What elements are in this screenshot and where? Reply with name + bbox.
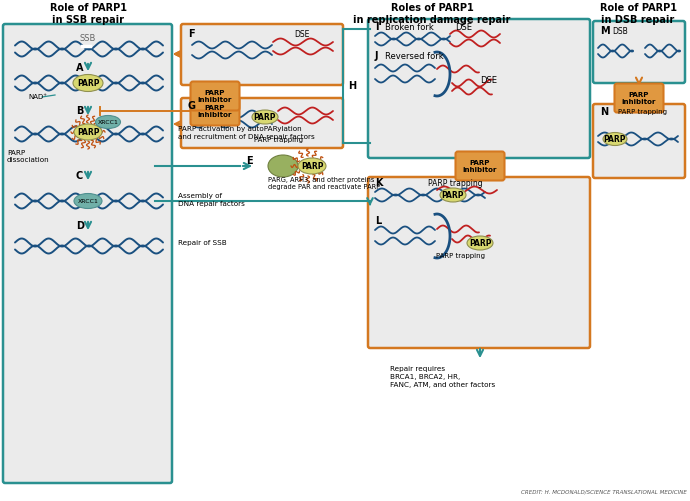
Text: PARP: PARP: [301, 161, 323, 170]
FancyBboxPatch shape: [181, 24, 343, 85]
Text: PARP: PARP: [442, 190, 464, 199]
FancyBboxPatch shape: [181, 98, 343, 148]
Text: Repair requires: Repair requires: [390, 366, 445, 372]
Text: PARP: PARP: [77, 79, 99, 88]
Text: A: A: [76, 63, 83, 73]
Ellipse shape: [440, 188, 466, 202]
FancyBboxPatch shape: [615, 84, 664, 113]
Text: F: F: [188, 29, 195, 39]
Text: D: D: [76, 221, 84, 231]
Text: inhibitor: inhibitor: [198, 112, 233, 118]
Text: XRCC1: XRCC1: [97, 120, 119, 125]
Text: PARP activation by autoPARylation: PARP activation by autoPARylation: [178, 126, 302, 132]
Ellipse shape: [298, 158, 326, 174]
Ellipse shape: [73, 75, 103, 92]
Text: SSB: SSB: [80, 34, 96, 43]
Text: I: I: [375, 22, 379, 32]
Text: PARP trapping: PARP trapping: [618, 109, 667, 115]
Ellipse shape: [252, 110, 278, 124]
Text: PARP: PARP: [469, 238, 491, 247]
Text: FANC, ATM, and other factors: FANC, ATM, and other factors: [390, 382, 495, 388]
FancyBboxPatch shape: [368, 177, 590, 348]
Text: B: B: [76, 106, 83, 116]
Text: H: H: [348, 81, 356, 91]
Text: G: G: [188, 101, 196, 111]
Text: Broken fork: Broken fork: [385, 23, 434, 32]
Text: PARG, ARH3, and other proteins: PARG, ARH3, and other proteins: [268, 177, 375, 183]
Text: PARP: PARP: [7, 150, 26, 156]
Text: PARP trapping: PARP trapping: [428, 178, 482, 187]
Ellipse shape: [74, 124, 102, 140]
Text: PARP: PARP: [254, 113, 276, 122]
Text: inhibitor: inhibitor: [622, 99, 656, 105]
Ellipse shape: [603, 132, 627, 145]
Text: Assembly of: Assembly of: [178, 193, 222, 199]
Text: NAD⁺: NAD⁺: [28, 94, 47, 100]
Text: dissociation: dissociation: [7, 157, 50, 163]
Text: degrade PAR and reactivate PARP: degrade PAR and reactivate PARP: [268, 184, 380, 190]
Text: CREDIT: H. MCDONALD/SCIENCE TRANSLATIONAL MEDICINE: CREDIT: H. MCDONALD/SCIENCE TRANSLATIONA…: [521, 490, 687, 495]
Text: PARP: PARP: [470, 159, 490, 165]
Text: PARP: PARP: [205, 105, 225, 111]
FancyBboxPatch shape: [593, 21, 685, 83]
Text: DSE: DSE: [295, 30, 310, 39]
Ellipse shape: [74, 193, 102, 208]
Text: PARP: PARP: [604, 134, 627, 143]
Text: inhibitor: inhibitor: [463, 166, 497, 172]
Text: Reversed fork: Reversed fork: [385, 52, 444, 61]
Text: PARP trapping: PARP trapping: [253, 137, 302, 143]
Text: XRCC1: XRCC1: [77, 198, 99, 203]
Text: Role of PARP1
in SSB repair: Role of PARP1 in SSB repair: [50, 3, 126, 26]
Ellipse shape: [95, 116, 121, 128]
Text: N: N: [600, 107, 608, 117]
FancyBboxPatch shape: [190, 82, 239, 111]
Text: J: J: [375, 51, 379, 61]
Text: Roles of PARP1
in replication damage repair: Roles of PARP1 in replication damage rep…: [353, 3, 511, 26]
Text: and recruitment of DNA repair factors: and recruitment of DNA repair factors: [178, 134, 315, 140]
Text: PARP: PARP: [77, 127, 99, 136]
Ellipse shape: [467, 236, 493, 250]
FancyBboxPatch shape: [368, 19, 590, 158]
Text: PARP: PARP: [205, 90, 225, 96]
Text: Role of PARP1
in DSB repair: Role of PARP1 in DSB repair: [600, 3, 676, 26]
Text: DNA repair factors: DNA repair factors: [178, 201, 245, 207]
Text: L: L: [375, 216, 382, 226]
Text: M: M: [600, 26, 610, 36]
Text: K: K: [375, 178, 382, 188]
Text: E: E: [246, 156, 253, 166]
Text: BRCA1, BRCA2, HR,: BRCA1, BRCA2, HR,: [390, 374, 460, 380]
Text: PARP: PARP: [629, 92, 649, 98]
Text: DSB: DSB: [612, 27, 628, 36]
Text: DSE: DSE: [455, 23, 472, 32]
Text: C: C: [76, 171, 83, 181]
Ellipse shape: [268, 155, 298, 177]
Text: PARP trapping: PARP trapping: [435, 253, 484, 259]
FancyBboxPatch shape: [455, 151, 504, 180]
FancyBboxPatch shape: [3, 24, 172, 483]
Text: Repair of SSB: Repair of SSB: [178, 240, 227, 246]
Text: DSE: DSE: [480, 76, 497, 85]
Text: inhibitor: inhibitor: [198, 97, 233, 103]
FancyBboxPatch shape: [593, 104, 685, 178]
FancyBboxPatch shape: [190, 97, 239, 125]
